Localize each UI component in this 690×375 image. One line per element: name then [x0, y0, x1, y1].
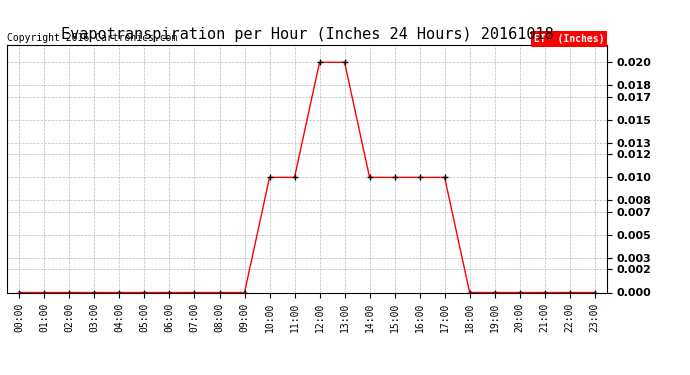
Text: ET  (Inches): ET (Inches): [533, 34, 604, 44]
Title: Evapotranspiration per Hour (Inches 24 Hours) 20161018: Evapotranspiration per Hour (Inches 24 H…: [61, 27, 553, 42]
Text: Copyright 2016 Cartronics.com: Copyright 2016 Cartronics.com: [7, 33, 177, 42]
